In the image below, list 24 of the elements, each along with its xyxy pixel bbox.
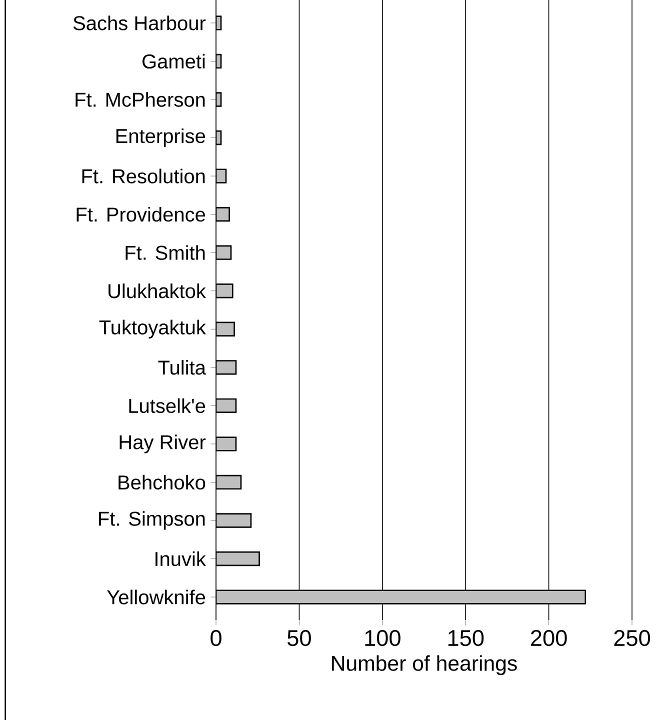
y-tick-label: Tuktoyaktuk (99, 320, 206, 338)
y-tick-label: Behchoko (118, 474, 206, 490)
bar (216, 590, 586, 604)
y-tick-label: Ft. Simpson (99, 511, 205, 530)
y-tick-label: Ulukhaktok (108, 284, 206, 298)
y-tick-label: Enterprise (116, 128, 206, 148)
y-tick-label: Ft. Resolution (82, 168, 205, 184)
x-tick-label: 250 (614, 630, 650, 646)
y-tick-label: Hay River (120, 434, 206, 454)
y-tick-label: Ft. Providence (76, 206, 206, 222)
x-tick-label: 200 (531, 630, 567, 646)
y-tick-label: Yellowknife (107, 590, 206, 604)
x-tick-label: 0 (210, 630, 222, 646)
y-tick-label: Inuvik (156, 551, 206, 566)
x-tick-label: 100 (365, 630, 400, 646)
y-tick-label: Lutselk'e (129, 398, 206, 414)
x-axis-title: Number of hearings (332, 655, 517, 676)
y-tick-label: Tulita (158, 360, 206, 375)
y-tick-label: Sachs Harbour (73, 16, 206, 30)
y-tick-label: Gameti (142, 54, 205, 69)
x-tick-label: 50 (287, 630, 311, 646)
y-tick-label: Ft. McPherson (76, 92, 205, 107)
y-tick-label: Ft. Smith (126, 245, 205, 260)
x-tick-label: 150 (448, 630, 484, 646)
